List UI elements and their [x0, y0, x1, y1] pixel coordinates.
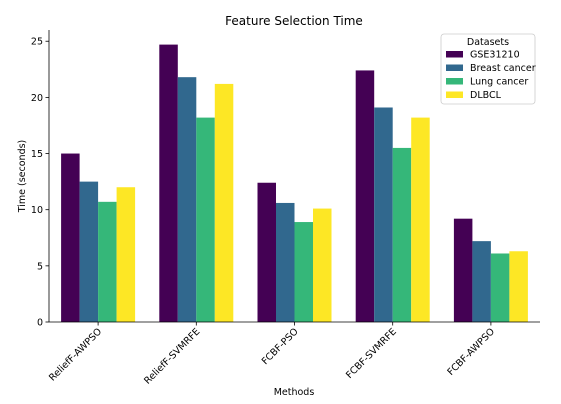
- bar-3-4: [392, 147, 412, 322]
- legend: Datasets GSE31210 Breast cancer Lung cancer…: [440, 33, 536, 105]
- y-axis-label: Time (seconds): [17, 140, 28, 214]
- bar-2-2: [177, 77, 197, 322]
- y-tick-label: 15: [31, 149, 43, 160]
- x-tick-label: ReliefF-SVMRFE: [142, 326, 202, 386]
- legend-frame: [440, 33, 536, 105]
- y-tick-label: 0: [37, 318, 43, 329]
- y-tick-label: 25: [31, 37, 43, 48]
- bar-4-5: [509, 251, 528, 322]
- y-tick-label: 5: [37, 261, 43, 272]
- x-axis-label: Methods: [274, 387, 315, 398]
- legend-swatch: [446, 78, 463, 85]
- bar-2-5: [472, 241, 491, 322]
- bar-1-5: [453, 218, 473, 322]
- bar-1-3: [257, 182, 276, 322]
- bar-4-3: [313, 208, 332, 322]
- legend-swatch: [446, 64, 463, 71]
- chart-title: Feature Selection Time: [225, 14, 363, 28]
- y-tick-label: 20: [31, 93, 43, 104]
- bar-2-3: [276, 202, 295, 322]
- bar-1-2: [159, 44, 178, 322]
- bar-1-1: [61, 153, 80, 322]
- x-tick-label: FCBF-SVMRFE: [344, 326, 399, 381]
- plot-area: [61, 44, 528, 323]
- y-axis: 0 5 10 15 20 25: [31, 30, 50, 329]
- legend-title: Datasets: [467, 37, 509, 48]
- legend-label: DLBCL: [470, 90, 502, 101]
- bar-3-5: [490, 253, 510, 322]
- legend-label: Breast cancer: [470, 63, 536, 74]
- bar-3-3: [294, 222, 313, 322]
- legend-swatch: [446, 91, 463, 98]
- x-tick-label: ReliefF-AWPSO: [47, 326, 104, 383]
- bar-4-4: [411, 117, 430, 322]
- bar-2-4: [374, 107, 393, 323]
- bar-3-2: [196, 117, 215, 322]
- bar-1-4: [355, 70, 375, 323]
- bar-3-1: [98, 201, 117, 322]
- y-tick-label: 10: [31, 205, 43, 216]
- legend-swatch: [446, 51, 463, 58]
- legend-label: Lung cancer: [470, 77, 528, 88]
- x-tick-label: FCBF-AWPSO: [445, 326, 497, 378]
- x-tick-label: FCBF-PSO: [260, 326, 301, 367]
- x-axis: ReliefF-AWPSO ReliefF-SVMRFE FCBF-PSO FCBF-…: [47, 321, 540, 387]
- bar-2-1: [79, 181, 99, 322]
- legend-label: GSE31210: [470, 50, 520, 61]
- bar-4-1: [116, 187, 136, 322]
- bar-4-2: [214, 83, 234, 322]
